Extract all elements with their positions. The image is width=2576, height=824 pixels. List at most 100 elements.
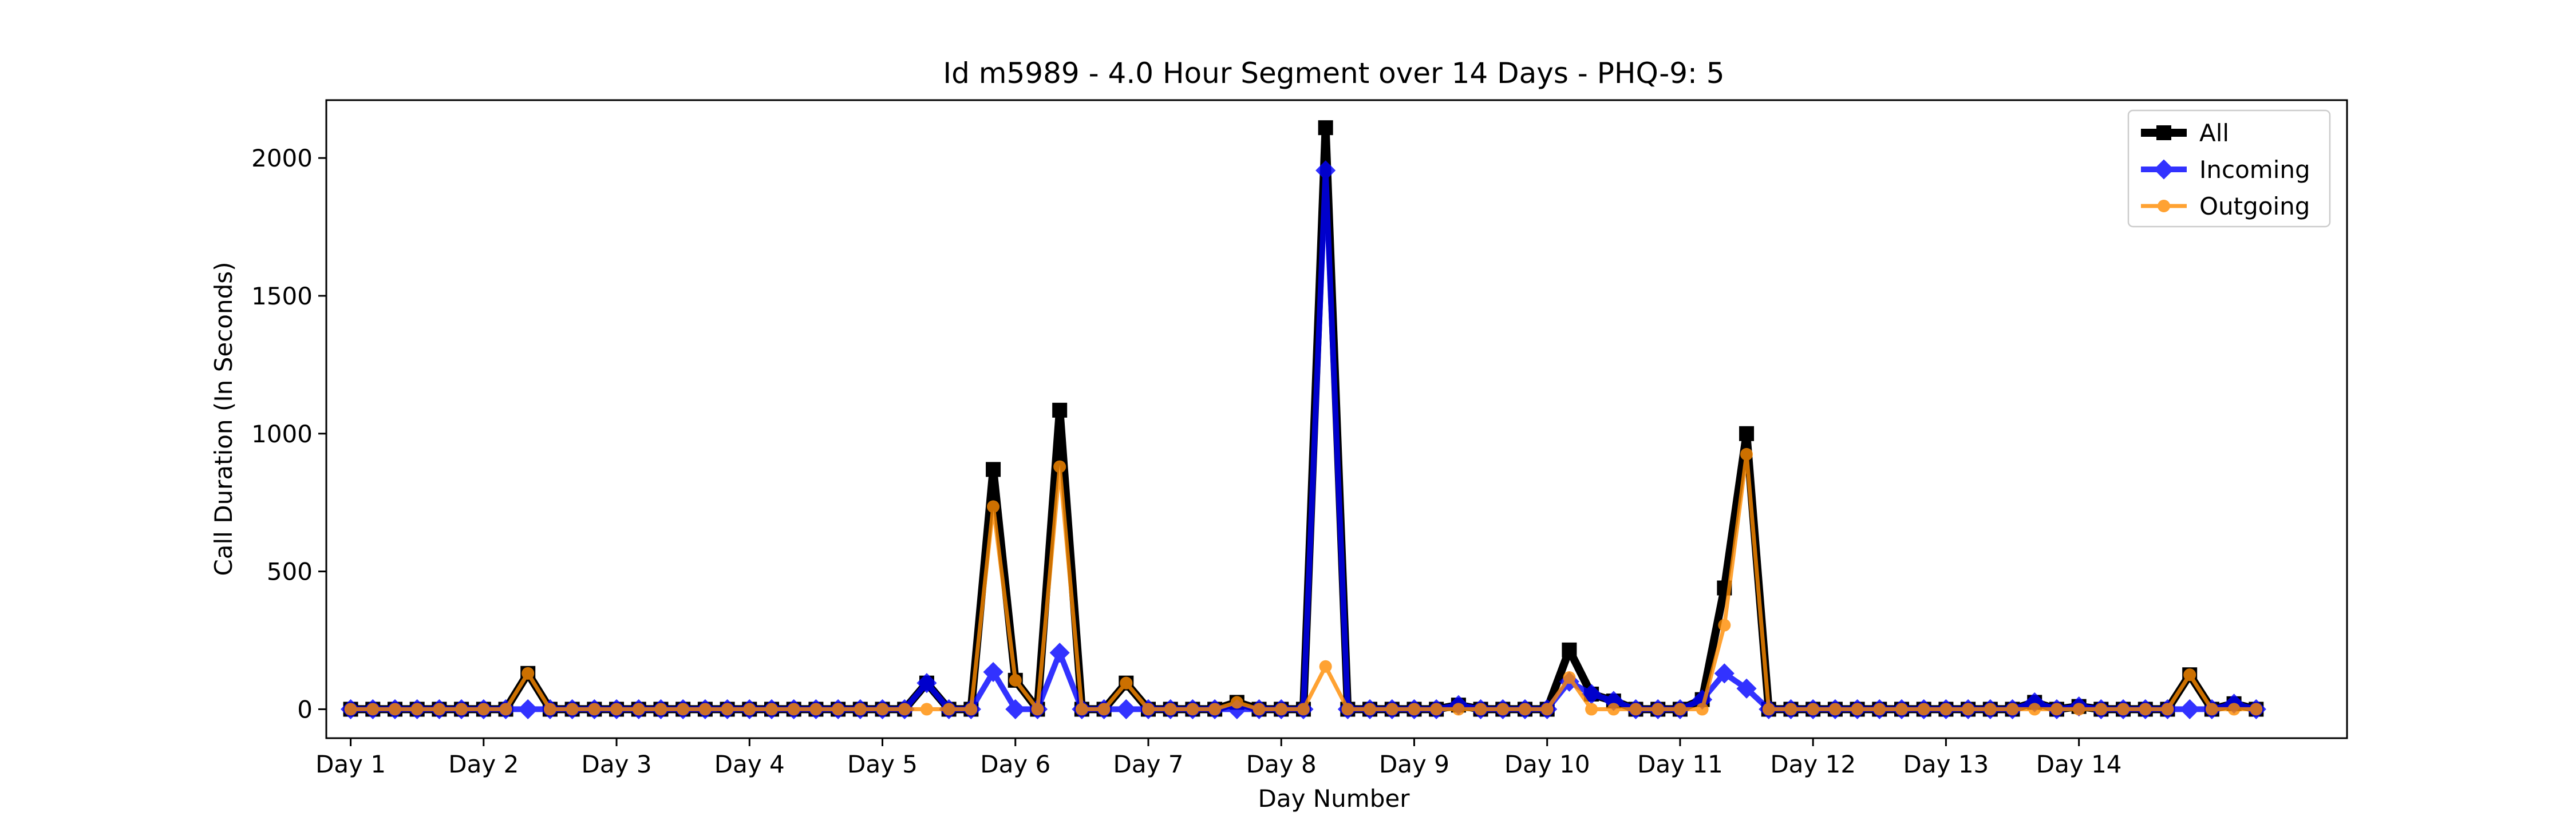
data-point-outgoing bbox=[942, 703, 955, 716]
legend-box bbox=[2127, 109, 2331, 228]
y-tick-label: 1000 bbox=[251, 420, 313, 448]
data-point-outgoing bbox=[1496, 703, 1510, 716]
data-point-outgoing bbox=[1208, 703, 1222, 716]
data-point-outgoing bbox=[1031, 703, 1044, 716]
data-point-outgoing bbox=[1385, 703, 1398, 716]
data-point-outgoing bbox=[898, 703, 911, 716]
data-point-all bbox=[1052, 402, 1068, 418]
data-point-outgoing bbox=[1740, 447, 1753, 461]
x-tick-label: Day 12 bbox=[1770, 750, 1856, 778]
data-point-outgoing bbox=[1917, 703, 1930, 716]
data-point-outgoing bbox=[499, 703, 512, 716]
data-point-outgoing bbox=[2205, 703, 2218, 716]
series-outgoing bbox=[344, 447, 2263, 716]
data-point-outgoing bbox=[876, 703, 889, 716]
data-point-outgoing bbox=[632, 703, 645, 716]
data-point-outgoing bbox=[1851, 703, 1864, 716]
data-point-outgoing bbox=[743, 703, 756, 716]
data-point-outgoing bbox=[854, 703, 867, 716]
data-point-outgoing bbox=[410, 703, 424, 716]
data-point-incoming bbox=[1315, 160, 1336, 181]
data-point-outgoing bbox=[809, 703, 823, 716]
data-point-outgoing bbox=[1563, 671, 1576, 684]
data-point-outgoing bbox=[1762, 703, 1775, 716]
data-point-outgoing bbox=[566, 703, 579, 716]
data-point-outgoing bbox=[2050, 703, 2063, 716]
data-point-outgoing bbox=[1673, 703, 1686, 716]
y-tick-label: 0 bbox=[297, 695, 313, 723]
data-point-outgoing bbox=[366, 703, 380, 716]
series-line-all bbox=[350, 124, 2257, 714]
data-point-outgoing bbox=[477, 703, 490, 716]
data-point-outgoing bbox=[721, 703, 734, 716]
legend-item-incoming bbox=[2141, 159, 2187, 180]
data-point-outgoing bbox=[521, 667, 535, 680]
data-point-outgoing bbox=[1784, 703, 1797, 716]
data-point-outgoing bbox=[1120, 676, 1133, 690]
data-point-outgoing bbox=[1164, 703, 1177, 716]
plot-frame bbox=[325, 99, 2348, 739]
data-point-outgoing bbox=[2227, 703, 2241, 716]
y-tick-label: 1500 bbox=[251, 282, 313, 310]
legend-marker-all bbox=[2156, 125, 2171, 140]
data-point-incoming bbox=[1714, 663, 1735, 684]
data-point-outgoing bbox=[1696, 703, 1709, 716]
y-axis: 0 500 1000 1500 2000 bbox=[251, 144, 326, 723]
data-point-outgoing bbox=[1230, 696, 1243, 709]
data-point-outgoing bbox=[433, 703, 446, 716]
data-point-outgoing bbox=[455, 703, 468, 716]
legend-marker-outgoing bbox=[2158, 200, 2170, 212]
x-tick-label: Day 10 bbox=[1504, 750, 1590, 778]
data-point-outgoing bbox=[1873, 703, 1886, 716]
data-point-outgoing bbox=[2183, 668, 2196, 682]
x-tick-label: Day 5 bbox=[847, 750, 918, 778]
x-tick-label: Day 11 bbox=[1637, 750, 1723, 778]
data-point-outgoing bbox=[1540, 703, 1554, 716]
y-tick-label: 500 bbox=[267, 558, 313, 586]
data-point-outgoing bbox=[1319, 660, 1332, 673]
legend-label-incoming: Incoming bbox=[2199, 156, 2310, 184]
data-point-outgoing bbox=[1585, 703, 1598, 716]
x-tick-label: Day 14 bbox=[2036, 750, 2122, 778]
data-point-outgoing bbox=[588, 703, 601, 716]
data-point-outgoing bbox=[1430, 703, 1443, 716]
x-tick-label: Day 8 bbox=[1246, 750, 1317, 778]
data-point-incoming bbox=[1116, 699, 1136, 719]
data-point-all bbox=[1318, 120, 1333, 136]
y-tick-label: 2000 bbox=[251, 144, 313, 172]
data-point-outgoing bbox=[344, 703, 357, 716]
data-point-outgoing bbox=[1519, 703, 1532, 716]
x-axis: Day 1 Day 2 Day 3 Day 4 Day 5 Day 6 Day 7 Day 8… bbox=[315, 738, 2122, 778]
data-point-outgoing bbox=[610, 703, 623, 716]
data-point-all bbox=[1739, 426, 1755, 441]
data-point-outgoing bbox=[654, 703, 667, 716]
plot-series bbox=[341, 120, 2266, 719]
data-point-outgoing bbox=[920, 703, 933, 716]
data-point-incoming bbox=[517, 699, 538, 719]
x-tick-label: Day 9 bbox=[1379, 750, 1449, 778]
data-point-outgoing bbox=[2072, 703, 2085, 716]
legend-item-outgoing bbox=[2141, 200, 2187, 212]
legend-marker-incoming bbox=[2154, 159, 2174, 180]
data-point-outgoing bbox=[2006, 703, 2019, 716]
data-point-outgoing bbox=[1607, 703, 1620, 716]
data-point-outgoing bbox=[765, 703, 778, 716]
data-point-incoming bbox=[983, 661, 1003, 682]
data-point-outgoing bbox=[543, 703, 556, 716]
data-point-outgoing bbox=[1939, 703, 1953, 716]
data-point-incoming bbox=[1049, 643, 1070, 663]
series-all bbox=[343, 120, 2264, 717]
x-tick-label: Day 3 bbox=[582, 750, 652, 778]
legend-label-all: All bbox=[2199, 119, 2229, 147]
data-point-outgoing bbox=[1253, 703, 1266, 716]
data-point-outgoing bbox=[965, 703, 978, 716]
data-point-outgoing bbox=[2028, 703, 2041, 716]
data-point-all bbox=[986, 462, 1001, 477]
data-point-outgoing bbox=[1053, 460, 1066, 473]
data-point-outgoing bbox=[1186, 703, 1199, 716]
data-point-outgoing bbox=[1828, 703, 1842, 716]
data-point-outgoing bbox=[1629, 703, 1642, 716]
data-point-all bbox=[1562, 642, 1577, 657]
data-point-outgoing bbox=[1341, 703, 1354, 716]
